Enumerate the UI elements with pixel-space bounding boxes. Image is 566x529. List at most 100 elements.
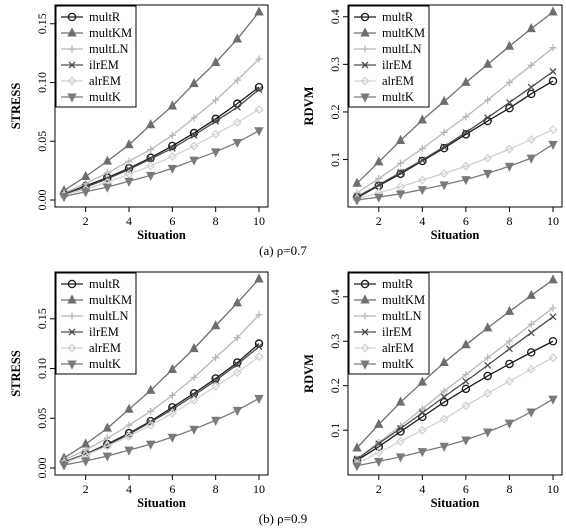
data-point-multKM (548, 6, 558, 16)
data-point-multKM (395, 396, 406, 406)
series-line-multLN (356, 307, 554, 460)
data-point-alrEM (189, 395, 199, 405)
data-point-multKM (439, 356, 449, 367)
series-line-alrEM (356, 128, 554, 200)
plot-frame (54, 4, 269, 208)
legend-marker-multK (360, 93, 370, 103)
series-line-alrEM (63, 356, 260, 464)
data-point-multKM (439, 95, 449, 105)
data-point-multK (102, 452, 112, 462)
data-point-multLN (82, 446, 90, 454)
data-point-multK (395, 190, 406, 200)
data-point-multKM (232, 33, 242, 43)
x-tick-label: 4 (126, 482, 132, 496)
legend-label-multK: multK (89, 357, 121, 371)
data-point-multK (189, 425, 199, 435)
data-point-multR (439, 143, 449, 153)
data-point-alrEM (439, 168, 449, 178)
data-point-alrEM (439, 414, 449, 424)
caption-a: (a) ρ=0.7 (259, 243, 307, 258)
data-point-multLN (233, 334, 241, 342)
data-point-multLN (212, 96, 220, 104)
y-tick-label: 0.4 (328, 289, 342, 304)
data-point-alrEM (189, 141, 199, 151)
data-point-multLN (440, 128, 448, 137)
x-axis: 2 4 6 8 10 (83, 475, 265, 496)
legend-marker-multR (67, 279, 77, 289)
series-line-ilrEM (63, 89, 260, 195)
y-tick-label: 0.15 (35, 13, 49, 34)
legend-marker-alrEM (67, 343, 77, 353)
legend-label-multR: multR (89, 277, 121, 291)
legend-label-multK: multK (382, 357, 414, 371)
x-axis-label: Situation (431, 228, 480, 242)
data-point-multLN (549, 44, 557, 52)
data-point-multKM (124, 403, 134, 413)
data-point-multK (146, 440, 156, 450)
data-point-multKM (189, 78, 199, 88)
y-tick-label: 0.3 (328, 334, 342, 349)
legend-label-alrEM: alrEM (89, 74, 121, 88)
y-axis-label: RDVM (302, 86, 316, 125)
data-point-multKM (461, 339, 471, 349)
data-point-multKM (189, 343, 199, 353)
data-point-multKM (526, 23, 536, 33)
data-point-multLN (212, 353, 220, 362)
series-multK (352, 140, 558, 206)
legend-marker-multLN (68, 312, 76, 320)
legend-marker-ilrEM (68, 328, 76, 336)
data-point-multLN (233, 76, 241, 84)
x-axis: 2 4 6 8 10 (83, 207, 265, 228)
data-point-ilrEM (462, 377, 470, 385)
data-point-multR (418, 156, 427, 166)
x-tick-label: 4 (419, 214, 425, 228)
data-point-multR (461, 384, 471, 394)
legend-box (348, 272, 430, 375)
data-point-alrEM (504, 376, 514, 386)
data-point-multKM (167, 363, 177, 373)
data-point-multK (352, 196, 362, 206)
series-line-multR (356, 340, 554, 461)
legend: multR multKM multLN ilrEM alrEM multK (348, 272, 430, 375)
x-tick-label: 10 (253, 482, 265, 496)
x-tick-label: 8 (213, 214, 219, 228)
legend-marker-ilrEM (68, 61, 76, 69)
data-point-multKM (81, 170, 91, 180)
data-point-multKM (232, 297, 242, 307)
data-point-multKM (124, 139, 134, 149)
y-tick-label: 0.10 (35, 358, 49, 379)
y-axis: 0.00 0.05 0.10 0.15 (35, 308, 55, 479)
legend-marker-multR (360, 279, 370, 289)
y-axis-label: STRESS (9, 350, 23, 397)
data-point-multLN (462, 371, 470, 379)
data-point-multK (254, 127, 264, 137)
y-axis-label: STRESS (9, 83, 23, 130)
y-axis: 0.1 0.2 0.3 0.4 (328, 289, 348, 438)
data-point-alrEM (461, 161, 471, 171)
data-point-multR (548, 337, 558, 346)
x-tick-label: 10 (547, 214, 559, 228)
y-tick-label: 0.05 (35, 408, 49, 429)
y-axis-label: RDVM (302, 354, 316, 393)
legend-label-multLN: multLN (382, 309, 422, 323)
series-alrEM (352, 125, 558, 204)
legend-label-alrEM: alrEM (89, 341, 121, 355)
legend-label-multR: multR (382, 277, 414, 291)
data-point-alrEM (483, 153, 493, 163)
y-tick-label: 0.1 (328, 152, 342, 167)
data-point-ilrEM (484, 114, 492, 122)
series-line-multKM (63, 11, 260, 192)
data-point-ilrEM (397, 424, 405, 432)
data-point-multK (59, 461, 69, 471)
data-point-ilrEM (125, 430, 133, 438)
data-point-multLN (396, 159, 405, 167)
data-point-multKM (102, 155, 112, 165)
data-point-multLN (125, 157, 133, 165)
data-point-multKM (526, 289, 536, 299)
chart-panel-b-stress: 2 4 6 8 10 Situation 0.00 0.05 0.10 0.15 STRESS mul… (9, 271, 269, 510)
series-line-alrEM (63, 108, 260, 196)
legend-label-multK: multK (89, 90, 121, 104)
data-point-multK (504, 162, 515, 172)
plot-frame (347, 4, 563, 208)
data-point-multLN (125, 421, 133, 429)
